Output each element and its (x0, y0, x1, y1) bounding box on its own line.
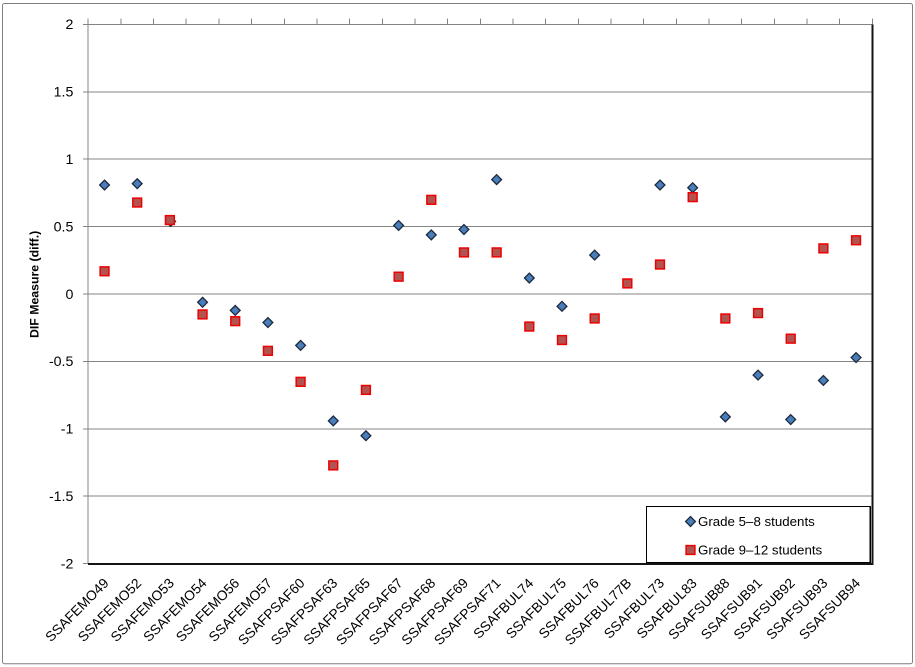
svg-text:1: 1 (66, 152, 74, 168)
svg-text:-2: -2 (61, 556, 74, 572)
svg-text:2: 2 (66, 17, 74, 33)
svg-text:-1.5: -1.5 (49, 489, 74, 505)
svg-text:0.5: 0.5 (54, 219, 74, 235)
svg-text:Grade 9–12 students: Grade 9–12 students (698, 543, 823, 558)
svg-text:-1: -1 (61, 422, 74, 438)
svg-text:1.5: 1.5 (54, 85, 74, 101)
svg-text:-0.5: -0.5 (49, 354, 74, 370)
svg-text:Grade 5–8 students: Grade 5–8 students (698, 514, 815, 529)
svg-text:0: 0 (66, 287, 74, 303)
svg-text:DIF Measure (diff.): DIF Measure (diff.) (28, 231, 42, 338)
